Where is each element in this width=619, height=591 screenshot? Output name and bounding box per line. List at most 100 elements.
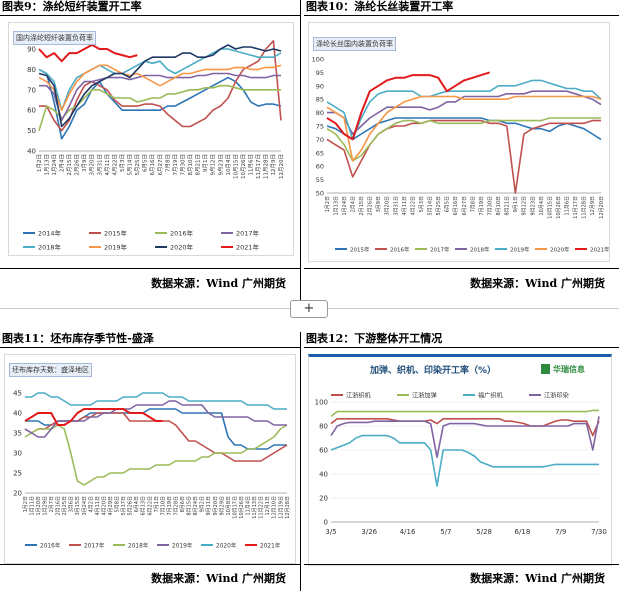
fig9-xtick-label: 5月3日 bbox=[119, 154, 126, 172]
fig9-xtick-label: 9月1日 bbox=[202, 154, 209, 172]
fig10-xtick-label: 8月21日 bbox=[505, 196, 511, 216]
fig11-xtick-label: 12月28日 bbox=[285, 496, 291, 519]
fig12-source-rule bbox=[304, 564, 619, 565]
fig12-xtick-label: 5/28 bbox=[476, 528, 492, 536]
fig10-xtick-label: 10月4日 bbox=[539, 196, 545, 216]
fig11-xtick-label: 9月29日 bbox=[219, 496, 225, 516]
fig9-series-2015年 bbox=[39, 40, 282, 132]
fig11-source-rule bbox=[0, 564, 300, 565]
fig10-legend-label: 2016年 bbox=[390, 246, 410, 254]
fig12-title-rule bbox=[304, 347, 619, 348]
fig10-series-2020年 bbox=[326, 95, 602, 162]
fig10-xtick-label: 7月8日 bbox=[470, 196, 476, 212]
fig12-xtick-label: 5/7 bbox=[440, 528, 451, 536]
fig12-ytick-label: 0 bbox=[324, 519, 328, 527]
fig11-xtick-label: 7月10日 bbox=[160, 496, 166, 516]
fig9-xtick-label: 10月15日 bbox=[232, 154, 239, 179]
fig11-xtick-label: 11月4日 bbox=[246, 496, 252, 516]
fig12-title: 图表12：下游整体开工情况 bbox=[306, 332, 443, 345]
fig9-xtick-label: 8月21日 bbox=[195, 154, 202, 176]
fig10-xtick-label: 4月22日 bbox=[410, 196, 416, 216]
fig9-xtick-label: 11月28日 bbox=[263, 154, 270, 179]
fig9-xtick-label: 5月14日 bbox=[127, 154, 134, 176]
fig9-xtick-label: 6月16日 bbox=[149, 154, 156, 176]
fig10-xtick-label: 2月26日 bbox=[368, 196, 374, 216]
fig9-legend-label: 2015年 bbox=[104, 229, 128, 238]
fig9-xtick-label: 2月15日 bbox=[66, 154, 73, 176]
fig10-xtick-label: 3月20日 bbox=[385, 196, 391, 216]
fig11-source: 数据来源：Wind 广州期货 bbox=[151, 572, 286, 585]
fig11-series-2021年 bbox=[24, 408, 163, 426]
fig11-xtick-label: 10月8日 bbox=[226, 496, 232, 516]
fig9-ytick-label: 90 bbox=[27, 46, 36, 54]
fig9-xtick-label: 7月19日 bbox=[172, 154, 179, 176]
fig10-xtick-label: 1月13日 bbox=[333, 196, 339, 216]
fig9-chart-box: 国内涤纶短纤装置负荷率 90 80 70 60 50 40 1月2日 1月13日 1月24日 2月… bbox=[8, 22, 294, 256]
fig11-xtick-label: 11月22日 bbox=[259, 496, 265, 519]
fig11-xtick-label: 9月11日 bbox=[206, 496, 212, 516]
brand-logo-icon bbox=[541, 364, 550, 374]
fig11-chart-label: 坯布库存天数：盛泽地区 bbox=[9, 363, 92, 377]
panel-divider-top bbox=[300, 0, 301, 300]
fig11-xtick-label: 1月20日 bbox=[36, 496, 42, 516]
fig11-xtick-label: 2月16日 bbox=[56, 496, 62, 516]
fig10-ytick-label: 65 bbox=[316, 149, 324, 157]
fig9-xtick-label: 2月26日 bbox=[74, 154, 81, 176]
fig10-series-2017年 bbox=[326, 117, 601, 162]
fig9-xtick-label: 10月4日 bbox=[225, 154, 232, 176]
fig11-xtick-label: 8月15日 bbox=[187, 496, 193, 516]
fig12-brand: 华瑞信息 bbox=[553, 364, 585, 374]
fig12-legend-label: 江浙印染 bbox=[544, 392, 569, 400]
fig11-xtick-label: 9月20日 bbox=[213, 496, 219, 516]
fig9-ytick-label: 80 bbox=[27, 66, 36, 74]
fig9-xtick-label: 9月23日 bbox=[217, 154, 224, 176]
fig11-xtick-label: 11月13日 bbox=[252, 496, 258, 519]
fig9-ytick-label: 50 bbox=[27, 127, 36, 135]
fig9-xtick-label: 5月25日 bbox=[134, 154, 141, 176]
fig9-xtick-label: 3月20日 bbox=[89, 154, 96, 176]
fig10-xtick-label: 7月30日 bbox=[487, 196, 493, 216]
fig10-ytick-label: 55 bbox=[316, 176, 324, 184]
fig11-legend-label: 2020年 bbox=[216, 542, 237, 550]
fig11-legend-label: 2018年 bbox=[128, 542, 149, 550]
fig10-xtick-label: 10月15日 bbox=[547, 196, 553, 219]
fig9-legend-label: 2018年 bbox=[38, 243, 62, 252]
fig11-xtick-label: 12月10日 bbox=[272, 496, 278, 519]
fig10-series-2018年 bbox=[327, 90, 602, 135]
fig12-inner-title: 加弹、织机、印染开工率（%） bbox=[369, 364, 496, 376]
fig12-xtick-label: 7/30 bbox=[591, 528, 607, 536]
add-section-button[interactable]: + bbox=[290, 300, 328, 318]
fig9-xtick-label: 11月6日 bbox=[248, 154, 255, 176]
fig11-xtick-label: 1月2日 bbox=[23, 496, 29, 512]
fig12-legend-label: 福广织机 bbox=[478, 392, 504, 400]
fig9-legend-label: 2020年 bbox=[170, 243, 194, 252]
fig11-xtick-label: 7月1日 bbox=[154, 496, 160, 512]
fig12-series-福广织机 bbox=[330, 434, 599, 487]
fig12-legend-label: 江浙织机 bbox=[346, 392, 372, 400]
fig11-xtick-label: 6月13日 bbox=[141, 496, 147, 516]
fig9-xtick-label: 8月10日 bbox=[187, 154, 194, 176]
fig9-series-2020年 bbox=[38, 44, 282, 128]
fig9-xtick-label: 10月26日 bbox=[240, 154, 247, 179]
fig12-series-江浙印染 bbox=[330, 416, 600, 458]
fig11-xtick-label: 10月17日 bbox=[232, 496, 238, 519]
fig10-legend-label: 2020年 bbox=[550, 246, 570, 254]
panel-fig10: 图表10：涤纶长丝装置开工率 涤纶长丝国内装置负荷率 100 95 90 85 80 75… bbox=[304, 0, 619, 300]
fig9-xtick-label: 12月9日 bbox=[270, 154, 277, 176]
fig11-xtick-label: 6月4日 bbox=[134, 496, 140, 512]
fig11-xtick-label: 5月17日 bbox=[121, 496, 127, 516]
fig9-xtick-label: 1月2日 bbox=[36, 154, 43, 172]
fig9-xtick-label: 6月5日 bbox=[142, 154, 149, 172]
fig10-xtick-label: 1月2日 bbox=[325, 196, 331, 212]
fig10-xtick-label: 4月11日 bbox=[402, 196, 408, 216]
fig9-xtick-label: 7月30日 bbox=[179, 154, 186, 176]
fig10-ytick-label: 85 bbox=[316, 96, 324, 104]
fig10-legend-label: 2018年 bbox=[470, 246, 490, 254]
fig11-xtick-label: 2月25日 bbox=[62, 496, 68, 516]
fig9-xtick-label: 1月24日 bbox=[51, 154, 58, 176]
fig9-xtick-label: 1月13日 bbox=[43, 154, 50, 176]
fig11-ytick-label: 30 bbox=[13, 450, 22, 458]
fig9-title-rule bbox=[0, 15, 300, 16]
